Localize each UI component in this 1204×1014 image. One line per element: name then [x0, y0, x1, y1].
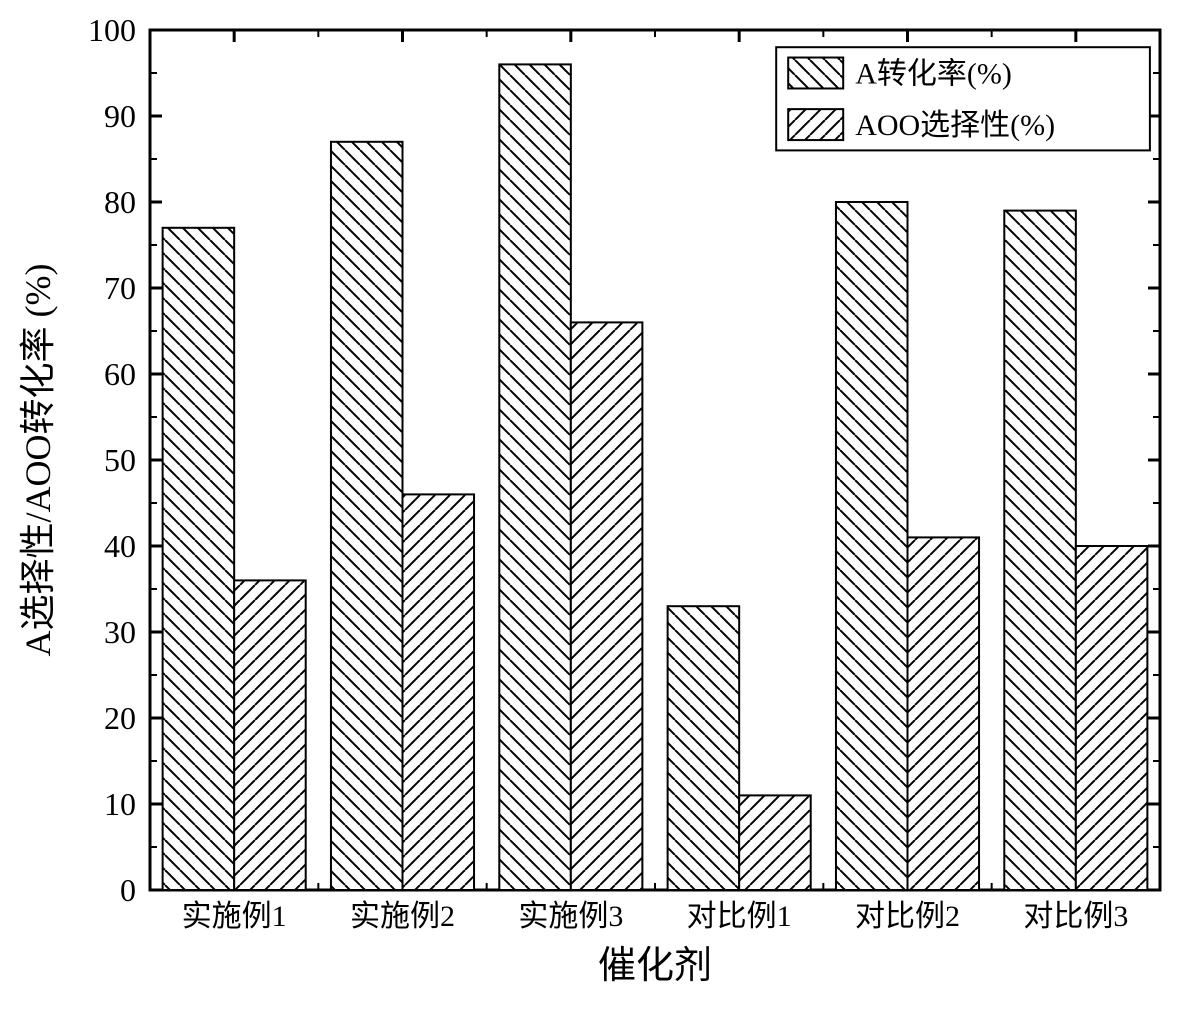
y-tick-label: 90 — [104, 98, 136, 134]
bar — [331, 142, 403, 890]
bar — [499, 64, 571, 890]
x-tick-label: 对比例1 — [687, 900, 792, 933]
x-tick-label: 对比例2 — [855, 900, 960, 933]
bar — [403, 494, 475, 890]
y-tick-label: 80 — [104, 184, 136, 220]
legend-label: AOO选择性(%) — [855, 109, 1055, 142]
bar — [1004, 211, 1076, 890]
bar — [163, 228, 235, 890]
y-tick-label: 60 — [104, 356, 136, 392]
y-tick-label: 20 — [104, 700, 136, 736]
y-tick-label: 70 — [104, 270, 136, 306]
bar — [908, 537, 980, 890]
x-tick-label: 实施例1 — [182, 900, 287, 933]
x-tick-label: 实施例2 — [350, 900, 455, 933]
x-tick-label: 实施例3 — [518, 900, 623, 933]
legend-swatch — [788, 109, 843, 140]
bar — [739, 795, 811, 890]
chart-svg: 0 10 20 30 40 50 60 70 80 90 100 实施例1 实施例2 实施例3 对比例1 对比… — [0, 0, 1204, 1014]
y-tick-label: 0 — [120, 872, 136, 908]
chart-container: 0 10 20 30 40 50 60 70 80 90 100 实施例1 实施例2 实施例3 对比例1 对比… — [0, 0, 1204, 1014]
legend-swatch — [788, 58, 843, 89]
y-tick-label: 10 — [104, 786, 136, 822]
bar — [668, 606, 740, 890]
bar — [1076, 546, 1148, 890]
bar — [234, 580, 306, 890]
y-tick-label: 50 — [104, 442, 136, 478]
bar — [836, 202, 908, 890]
y-tick-label: 100 — [88, 12, 136, 48]
legend-label: A转化率(%) — [855, 58, 1012, 91]
x-tick-label: 对比例3 — [1023, 900, 1128, 933]
x-axis-label: 催化剂 — [598, 945, 712, 987]
y-tick-label: 30 — [104, 614, 136, 650]
bar — [571, 322, 643, 890]
y-tick-label: 40 — [104, 528, 136, 564]
y-axis-label: A选择性/AOO转化率 (%) — [18, 264, 58, 657]
